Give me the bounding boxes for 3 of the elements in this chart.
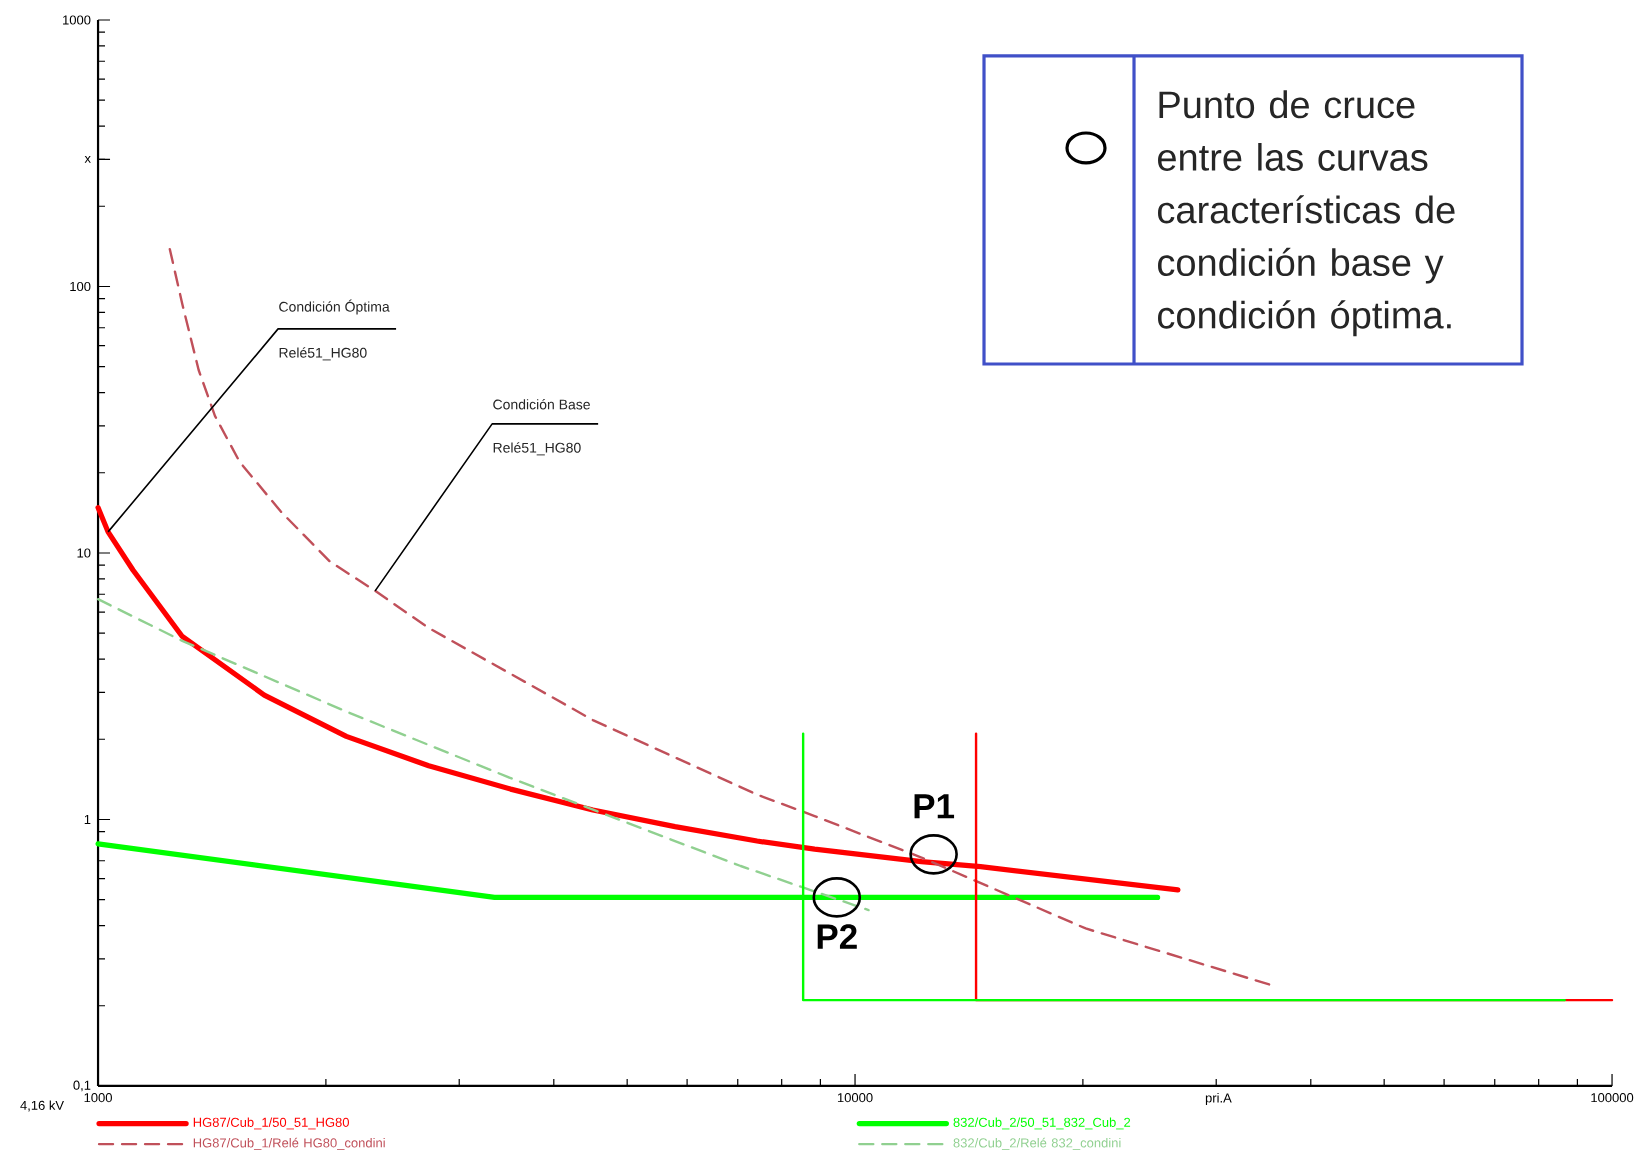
annotation: P2 [817,924,857,949]
annotation: Punto de cruce entre las curvas características de condición base y condición óptima. [1158,90,1455,337]
annotation: P1 [914,794,955,819]
